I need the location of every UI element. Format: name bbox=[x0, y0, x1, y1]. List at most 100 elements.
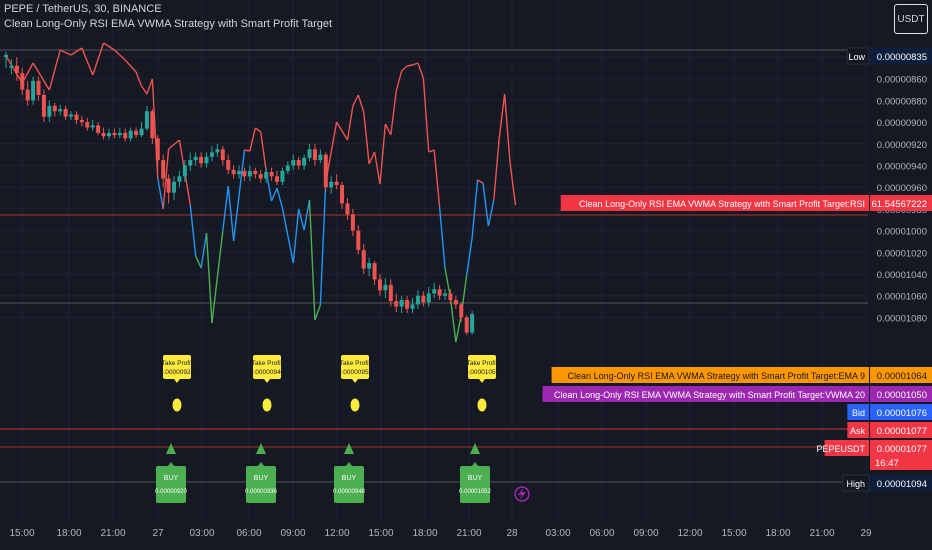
time-tick: 27 bbox=[152, 528, 164, 539]
take-profit-dot bbox=[350, 398, 360, 412]
take-profit-value: 0.00000940 bbox=[250, 369, 285, 376]
rsi-segment bbox=[205, 232, 213, 324]
rsi-segment bbox=[103, 42, 115, 51]
price-label-vwma: Clean Long-Only RSI EMA VWMA Strategy wi… bbox=[542, 386, 932, 402]
candle bbox=[172, 176, 177, 201]
rsi-segment bbox=[249, 127, 257, 152]
price-label-tag: PEPEUSDT bbox=[816, 444, 865, 454]
candle bbox=[25, 80, 30, 106]
price-label-ema: Clean Long-Only RSI EMA VWMA Strategy wi… bbox=[551, 367, 932, 383]
rsi-segment bbox=[140, 85, 148, 95]
price-label-value: 61.54567222 bbox=[872, 199, 927, 210]
candle bbox=[182, 160, 187, 182]
buy-marker: BUY 0.00000920 bbox=[155, 443, 188, 503]
rsi-segment bbox=[357, 94, 365, 113]
candle bbox=[394, 293, 399, 312]
rsi-segment bbox=[59, 49, 72, 56]
candle bbox=[58, 104, 63, 116]
candle bbox=[150, 109, 155, 144]
buy-value: 0.00000936 bbox=[245, 489, 277, 495]
candle bbox=[377, 274, 382, 296]
rsi-segment bbox=[428, 149, 435, 153]
rsi-segment bbox=[493, 137, 500, 201]
candle bbox=[69, 111, 74, 120]
buy-label: BUY bbox=[342, 475, 357, 482]
candles bbox=[4, 51, 475, 335]
take-profit-marker: Take Profit 0.00000924 bbox=[160, 355, 195, 412]
candle bbox=[372, 260, 377, 285]
chart-title: PEPE / TetherUS, 30, BINANCE bbox=[4, 3, 162, 15]
rsi-segment bbox=[189, 204, 197, 257]
candle bbox=[399, 295, 404, 314]
candle bbox=[220, 145, 225, 166]
time-axis: 15:00 18:00 21:00 27 03:00 06:00 09:00 12:00 15:… bbox=[0, 521, 932, 550]
rsi-segment bbox=[227, 185, 235, 242]
price-tick: 0.00001060 bbox=[877, 292, 927, 303]
rsi-segment bbox=[352, 94, 359, 107]
candle bbox=[36, 76, 41, 101]
time-tick: 09:00 bbox=[633, 528, 658, 539]
rsi-segment bbox=[303, 199, 311, 231]
rsi-segment bbox=[444, 267, 452, 299]
candle bbox=[123, 128, 128, 142]
rsi-segment bbox=[401, 65, 408, 72]
candle bbox=[312, 143, 317, 166]
candle bbox=[31, 76, 36, 105]
candle bbox=[20, 67, 25, 95]
currency-button[interactable]: USDT bbox=[894, 4, 928, 34]
candle bbox=[350, 208, 355, 237]
buy-arrow bbox=[470, 443, 480, 454]
rsi-segment bbox=[379, 123, 387, 185]
rsi-segment bbox=[395, 70, 403, 92]
candle bbox=[204, 152, 209, 168]
time-tick: 12:00 bbox=[677, 528, 702, 539]
candle bbox=[453, 295, 458, 309]
rsi-segment bbox=[319, 181, 327, 306]
time-tick: 29 bbox=[860, 528, 872, 539]
candle bbox=[199, 152, 204, 168]
rsi-segment bbox=[422, 77, 430, 153]
take-profit-label: Take Profit bbox=[252, 360, 283, 367]
candle bbox=[4, 51, 8, 68]
rsi-segment bbox=[498, 93, 506, 139]
time-tick: 03:00 bbox=[545, 528, 570, 539]
rsi-segment bbox=[292, 208, 300, 264]
indicator-name: Clean Long-Only RSI EMA VWMA Strategy wi… bbox=[4, 18, 333, 30]
countdown: 16:47 bbox=[875, 458, 899, 469]
rsi-segment bbox=[124, 59, 137, 73]
candle bbox=[410, 297, 415, 314]
rsi-segment bbox=[368, 151, 376, 165]
buy-marker: BUY 0.00000948 bbox=[333, 443, 366, 503]
candle bbox=[231, 165, 236, 179]
rsi-segment bbox=[81, 47, 94, 76]
price-tick: 0.00000920 bbox=[877, 140, 927, 151]
rsi-segment bbox=[449, 297, 457, 343]
rsi-segment bbox=[503, 93, 511, 164]
time-tick: 18:00 bbox=[412, 528, 437, 539]
candle bbox=[74, 111, 79, 125]
buy-arrow bbox=[344, 443, 354, 454]
buy-label: BUY bbox=[468, 475, 483, 482]
rsi-segment bbox=[32, 62, 50, 91]
lightning-icon[interactable] bbox=[514, 486, 530, 502]
take-profit-dot bbox=[262, 398, 272, 412]
rsi-segment bbox=[471, 179, 479, 239]
candle bbox=[9, 59, 14, 75]
take-profit-marker: Take Profit 0.00000953 bbox=[338, 355, 373, 412]
rsi-segment bbox=[135, 71, 143, 87]
buy-arrow bbox=[256, 443, 266, 454]
rsi-segment bbox=[244, 149, 251, 152]
rsi-segment bbox=[438, 206, 446, 269]
take-profit-value: 0.00001057 bbox=[465, 369, 500, 376]
take-profit-dot bbox=[172, 398, 182, 412]
take-profit-marker: Take Profit 0.00000940 bbox=[250, 355, 285, 412]
price-label-value: 0.00001094 bbox=[877, 479, 927, 490]
candle bbox=[52, 102, 57, 117]
candle bbox=[117, 127, 122, 139]
price-labels: Low 0.00000835 Clean Long-Only RSI EMA VWM… bbox=[542, 47, 932, 492]
candle bbox=[106, 128, 111, 140]
price-tick: 0.00001000 bbox=[877, 227, 927, 238]
time-tick: 21:00 bbox=[100, 528, 125, 539]
candle bbox=[193, 152, 198, 166]
